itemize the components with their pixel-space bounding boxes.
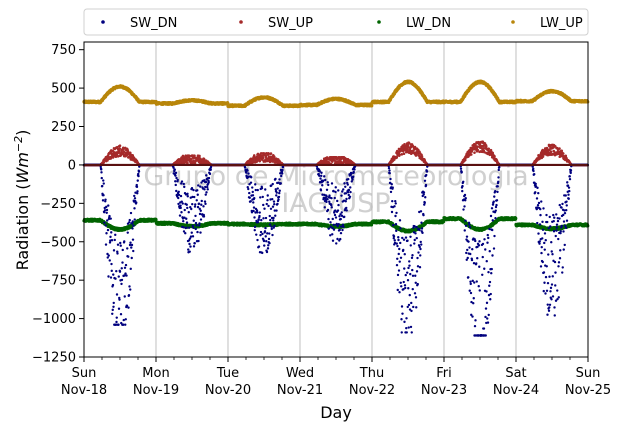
- sw-up-point: [193, 154, 196, 158]
- sw-up-point: [181, 154, 185, 158]
- grid-lines: [155, 42, 517, 357]
- sw-up-point: [198, 154, 201, 158]
- lw-dn-point: [514, 216, 518, 220]
- sw-up-point: [269, 152, 273, 155]
- sw-up-point: [118, 144, 122, 148]
- lw-dn-point: [154, 218, 158, 222]
- sw-up-point: [261, 156, 265, 159]
- data-points: [82, 79, 590, 337]
- lw-up-point: [370, 104, 374, 108]
- sw-up-point: [188, 154, 191, 158]
- sw-up-point: [118, 147, 122, 150]
- sw-up-point: [252, 154, 256, 157]
